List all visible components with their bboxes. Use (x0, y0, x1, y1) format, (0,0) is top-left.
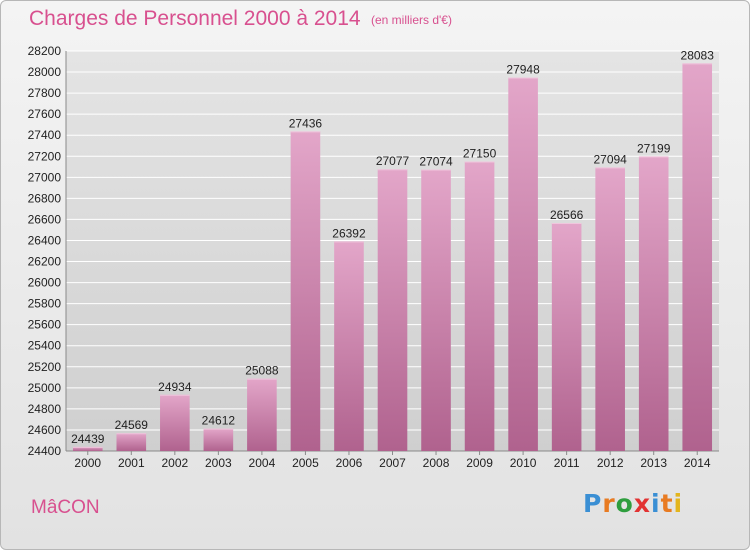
y-tick-label: 26000 (28, 276, 62, 290)
logo-letter: i (673, 489, 684, 518)
x-tick-label: 2013 (640, 456, 667, 470)
data-label-2012: 27094 (593, 152, 627, 166)
y-tick-label: 25200 (28, 360, 62, 374)
y-tick-label: 26600 (28, 212, 62, 226)
bar-2006 (334, 241, 364, 451)
city-name: MâCON (31, 497, 100, 518)
data-label-2013: 27199 (637, 141, 671, 155)
x-tick-label: 2009 (466, 456, 493, 470)
data-label-2003: 24612 (202, 414, 236, 428)
x-tick-label: 2004 (249, 456, 276, 470)
y-tick-label: 28000 (28, 65, 62, 79)
y-tick-label: 24400 (28, 444, 62, 458)
y-tick-label: 27600 (28, 107, 62, 121)
x-tick-label: 2006 (336, 456, 363, 470)
x-tick-label: 2007 (379, 456, 406, 470)
logo-letter: o (615, 489, 634, 518)
x-tick-label: 2005 (292, 456, 319, 470)
chart-subtitle: (en milliers d'€) (371, 13, 452, 27)
bar-2004 (247, 378, 277, 451)
data-label-2014: 28083 (681, 48, 715, 62)
bar-2014 (682, 63, 713, 451)
x-tick-label: 2011 (554, 456, 580, 470)
x-tick-label: 2002 (161, 456, 188, 470)
bar-2005 (290, 131, 321, 451)
x-tick-label: 2000 (74, 456, 101, 470)
logo-letter: i (651, 489, 661, 518)
data-label-2000: 24439 (71, 432, 105, 446)
bar-2010 (508, 77, 538, 452)
y-tick-label: 27000 (28, 170, 62, 184)
x-tick-label: 2001 (118, 456, 145, 470)
logo-letter: t (660, 489, 674, 518)
bar-2002 (160, 394, 190, 451)
logo-letter: x (633, 489, 651, 518)
data-label-2010: 27948 (506, 63, 540, 77)
data-label-2008: 27074 (419, 155, 453, 169)
y-tick-label: 25800 (28, 297, 62, 311)
bar-2000 (72, 446, 103, 451)
y-tick-label: 24800 (28, 402, 62, 416)
y-tick-label: 25600 (28, 318, 62, 332)
x-tick-label: 2010 (510, 456, 537, 470)
bar-2007 (377, 169, 408, 452)
y-tick-label: 26200 (28, 255, 62, 269)
y-tick-label: 26800 (28, 191, 62, 205)
data-label-2004: 25088 (245, 364, 279, 378)
x-tick-label: 2003 (205, 456, 232, 470)
x-tick-label: 2014 (684, 456, 711, 470)
bar-2012 (595, 167, 625, 451)
bar-2011 (551, 223, 582, 451)
chart-title: Charges de Personnel 2000 à 2014 (29, 7, 361, 30)
y-tick-label: 27200 (28, 149, 62, 163)
data-label-2011: 26566 (550, 208, 584, 222)
y-tick-label: 25400 (28, 339, 62, 353)
y-tick-label: 24600 (28, 423, 62, 437)
y-tick-label: 27400 (28, 128, 62, 142)
x-tick-label: 2008 (423, 456, 450, 470)
data-label-2009: 27150 (463, 147, 497, 161)
y-tick-label: 27800 (28, 86, 62, 100)
bar-2008 (421, 169, 451, 452)
bar-2001 (116, 433, 147, 451)
data-label-2005: 27436 (289, 116, 323, 130)
y-tick-label: 26400 (28, 233, 62, 247)
data-label-2001: 24569 (115, 418, 149, 432)
x-tick-label: 2012 (597, 456, 624, 470)
bar-2003 (203, 428, 234, 451)
data-label-2007: 27077 (376, 154, 410, 168)
logo-letter: r (602, 489, 616, 518)
data-label-2002: 24934 (158, 380, 192, 394)
y-tick-label: 28200 (28, 44, 62, 58)
data-label-2006: 26392 (332, 226, 366, 240)
bar-2013 (638, 156, 669, 452)
y-tick-label: 25000 (28, 381, 62, 395)
bar-2009 (464, 161, 495, 452)
proxiti-logo[interactable]: Proxiti (583, 489, 683, 518)
logo-letter: P (583, 489, 603, 518)
